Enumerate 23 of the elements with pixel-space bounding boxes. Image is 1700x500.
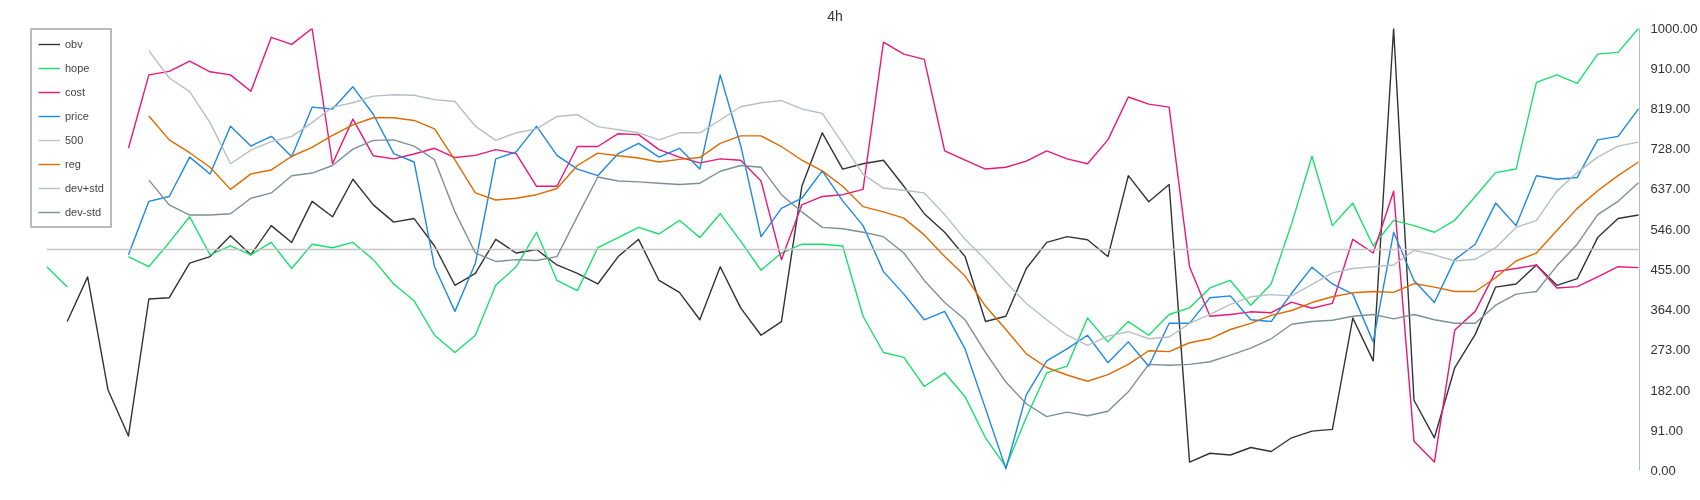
line-series <box>148 139 1640 418</box>
chart-title: 4h <box>827 7 843 24</box>
y-tick-label: 364.00 <box>1650 302 1691 318</box>
y-tick-label: 637.00 <box>1650 181 1691 197</box>
y-tick-label: 819.00 <box>1650 101 1691 116</box>
y-tick-label: 1000.00 <box>1650 21 1698 36</box>
y-tick-label: 273.00 <box>1650 342 1691 358</box>
y-tick-label: 455.00 <box>1650 261 1691 277</box>
legend-label: hope <box>65 61 90 76</box>
legend-label: 500 <box>65 133 85 148</box>
y-tick-label: 182.00 <box>1650 382 1691 398</box>
legend-label: dev-std <box>65 205 102 220</box>
legend-label: dev+std <box>65 181 104 196</box>
y-tick-label: 546.00 <box>1650 221 1691 237</box>
y-tick-label: 0.00 <box>1650 463 1676 478</box>
line-series <box>148 115 1640 382</box>
y-tick-label: 728.00 <box>1650 141 1691 157</box>
legend-label: price <box>65 109 89 124</box>
legend-label: obv <box>65 37 84 52</box>
legend-label: cost <box>65 85 86 100</box>
y-tick-label: 91.00 <box>1650 422 1684 438</box>
legend-label: reg <box>65 157 82 172</box>
y-tick-label: 910.00 <box>1650 60 1691 76</box>
